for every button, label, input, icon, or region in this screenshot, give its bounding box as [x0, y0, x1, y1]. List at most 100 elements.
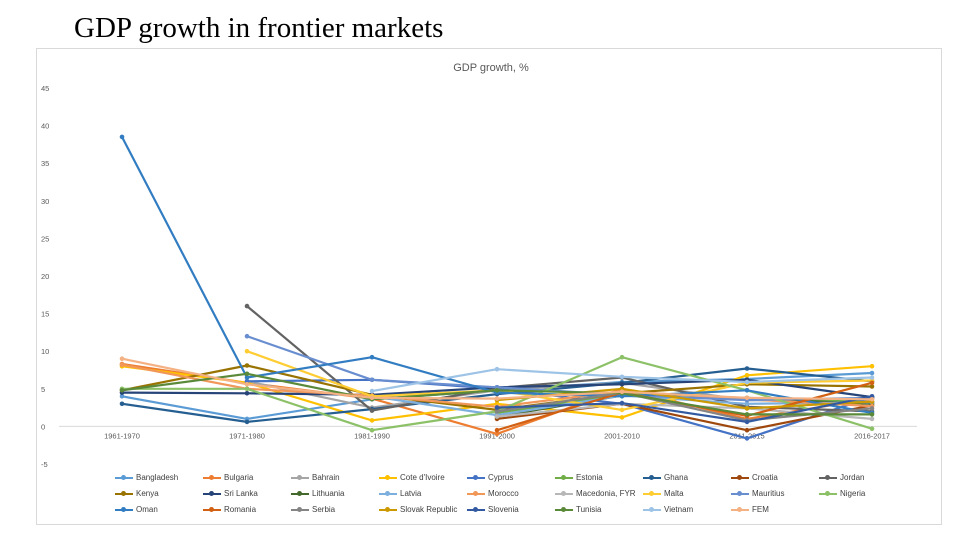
- data-point: [369, 354, 375, 360]
- legend-swatch: [467, 474, 485, 480]
- data-point: [619, 354, 625, 360]
- legend-swatch: [203, 474, 221, 480]
- legend-item: Serbia: [291, 505, 335, 514]
- data-point: [244, 333, 250, 339]
- slide-title: GDP growth in frontier markets: [74, 12, 444, 44]
- legend-swatch: [379, 506, 397, 512]
- legend-label: Ghana: [664, 473, 689, 482]
- legend-label: Oman: [136, 505, 158, 514]
- legend-item: Cote d'Ivoire: [379, 473, 445, 482]
- line-chart: GDP growth, % -5 0 5 10 15 20 25 30 35 40 45 1961-…: [41, 62, 917, 469]
- data-point: [119, 394, 125, 399]
- legend-label: Macedonia, FYR: [576, 489, 636, 498]
- x-tick-label: 1961-1970: [104, 431, 140, 440]
- legend-swatch: [555, 490, 573, 496]
- legend-item: Estonia: [555, 473, 603, 482]
- data-point: [869, 384, 875, 389]
- legend-label: Bahrain: [312, 473, 340, 482]
- data-point: [369, 408, 375, 413]
- legend-label: Romania: [224, 505, 257, 514]
- data-point: [119, 134, 125, 140]
- y-tick-label: 40: [41, 122, 49, 131]
- legend-label: Malta: [664, 489, 684, 498]
- legend-label: Slovak Republic: [400, 505, 458, 514]
- legend-item: Croatia: [731, 473, 778, 482]
- legend-item: Oman: [115, 505, 158, 514]
- legend-item: Jordan: [819, 473, 864, 482]
- legend-swatch: [731, 474, 749, 480]
- legend-swatch: [379, 490, 397, 496]
- legend-label: Jordan: [840, 473, 865, 482]
- legend-item: Malta: [643, 489, 684, 498]
- legend-swatch: [555, 474, 573, 480]
- data-point: [744, 427, 750, 433]
- data-point: [119, 362, 125, 368]
- data-point: [369, 395, 375, 401]
- data-point: [244, 363, 250, 368]
- legend-swatch: [819, 474, 837, 480]
- legend-swatch: [643, 474, 661, 480]
- data-point: [869, 375, 875, 380]
- x-tick-label: 1971-1980: [229, 431, 265, 440]
- legend-item: Ghana: [643, 473, 688, 482]
- legend-item: Bulgaria: [203, 473, 253, 482]
- data-point: [744, 366, 750, 371]
- data-point: [744, 406, 750, 411]
- data-point: [119, 401, 125, 407]
- legend-item: Mauritius: [731, 489, 784, 498]
- legend-label: Lithuania: [312, 489, 345, 498]
- data-point: [619, 389, 625, 395]
- legend-swatch: [819, 490, 837, 496]
- legend-label: Sri Lanka: [224, 489, 258, 498]
- chart-title: GDP growth, %: [453, 62, 529, 74]
- data-point: [869, 397, 875, 402]
- data-point: [744, 395, 750, 401]
- legend-label: Croatia: [752, 473, 778, 482]
- data-point: [244, 386, 250, 392]
- data-point: [244, 348, 250, 354]
- legend-label: Nigeria: [840, 489, 866, 498]
- legend-swatch: [115, 490, 133, 496]
- legend-label: Cote d'Ivoire: [400, 473, 445, 482]
- data-point: [869, 406, 875, 411]
- x-tick-label: 1981-1990: [354, 431, 390, 440]
- legend-swatch: [731, 506, 749, 512]
- legend-item: Bangladesh: [115, 473, 178, 482]
- legend-item: Sri Lanka: [203, 489, 258, 498]
- data-point: [494, 427, 500, 433]
- data-point: [619, 415, 625, 420]
- legend-label: Serbia: [312, 505, 336, 514]
- legend-swatch: [379, 474, 397, 480]
- data-point: [494, 409, 500, 414]
- x-tick-label: 2016-2017: [854, 431, 890, 440]
- data-point: [494, 396, 500, 401]
- data-point: [369, 377, 375, 383]
- legend-swatch: [643, 490, 661, 496]
- data-point: [744, 388, 750, 393]
- data-point: [369, 418, 375, 423]
- data-point: [244, 382, 250, 387]
- legend-label: Latvia: [400, 489, 422, 498]
- legend-item: Slovenia: [467, 505, 519, 514]
- legend-label: Morocco: [488, 489, 519, 498]
- legend-item: Vietnam: [643, 505, 693, 514]
- data-point: [494, 431, 500, 437]
- legend-item: Tunisia: [555, 505, 602, 514]
- legend-item: Morocco: [467, 489, 519, 498]
- data-point: [619, 382, 625, 387]
- legend-item: Latvia: [379, 489, 421, 498]
- y-tick-label: 30: [41, 197, 49, 206]
- legend-swatch: [203, 490, 221, 496]
- series-line: [495, 395, 874, 423]
- legend-swatch: [115, 506, 133, 512]
- data-point: [244, 303, 250, 309]
- data-point: [619, 400, 625, 406]
- y-tick-label: 5: [41, 385, 45, 394]
- data-point: [869, 363, 875, 369]
- x-tick-label: 2011-2015: [729, 431, 764, 440]
- data-point: [494, 388, 500, 393]
- data-point: [244, 391, 250, 396]
- y-tick-label: 20: [41, 272, 49, 281]
- legend-swatch: [115, 474, 133, 480]
- legend-swatch: [203, 506, 221, 512]
